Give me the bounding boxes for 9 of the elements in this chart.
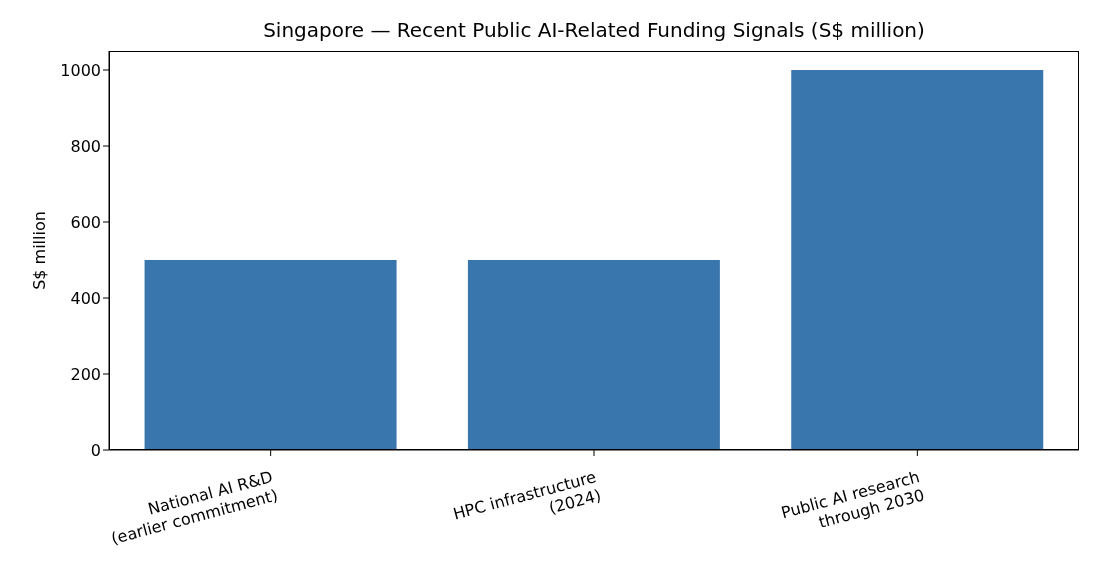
- y-tick-label: 600: [70, 212, 101, 232]
- y-tick-label: 800: [70, 136, 101, 156]
- y-axis-title: S$ million: [29, 211, 49, 290]
- y-tick-label: 1000: [60, 60, 101, 80]
- x-tick-label: Public AI research through 2030: [779, 467, 927, 532]
- y-tick-label: 0: [90, 440, 101, 460]
- y-tick-label: 400: [70, 288, 101, 308]
- y-tick-label: 200: [70, 364, 101, 384]
- chart-title: Singapore — Recent Public AI-Related Funding Signals (S$ million): [262, 18, 926, 42]
